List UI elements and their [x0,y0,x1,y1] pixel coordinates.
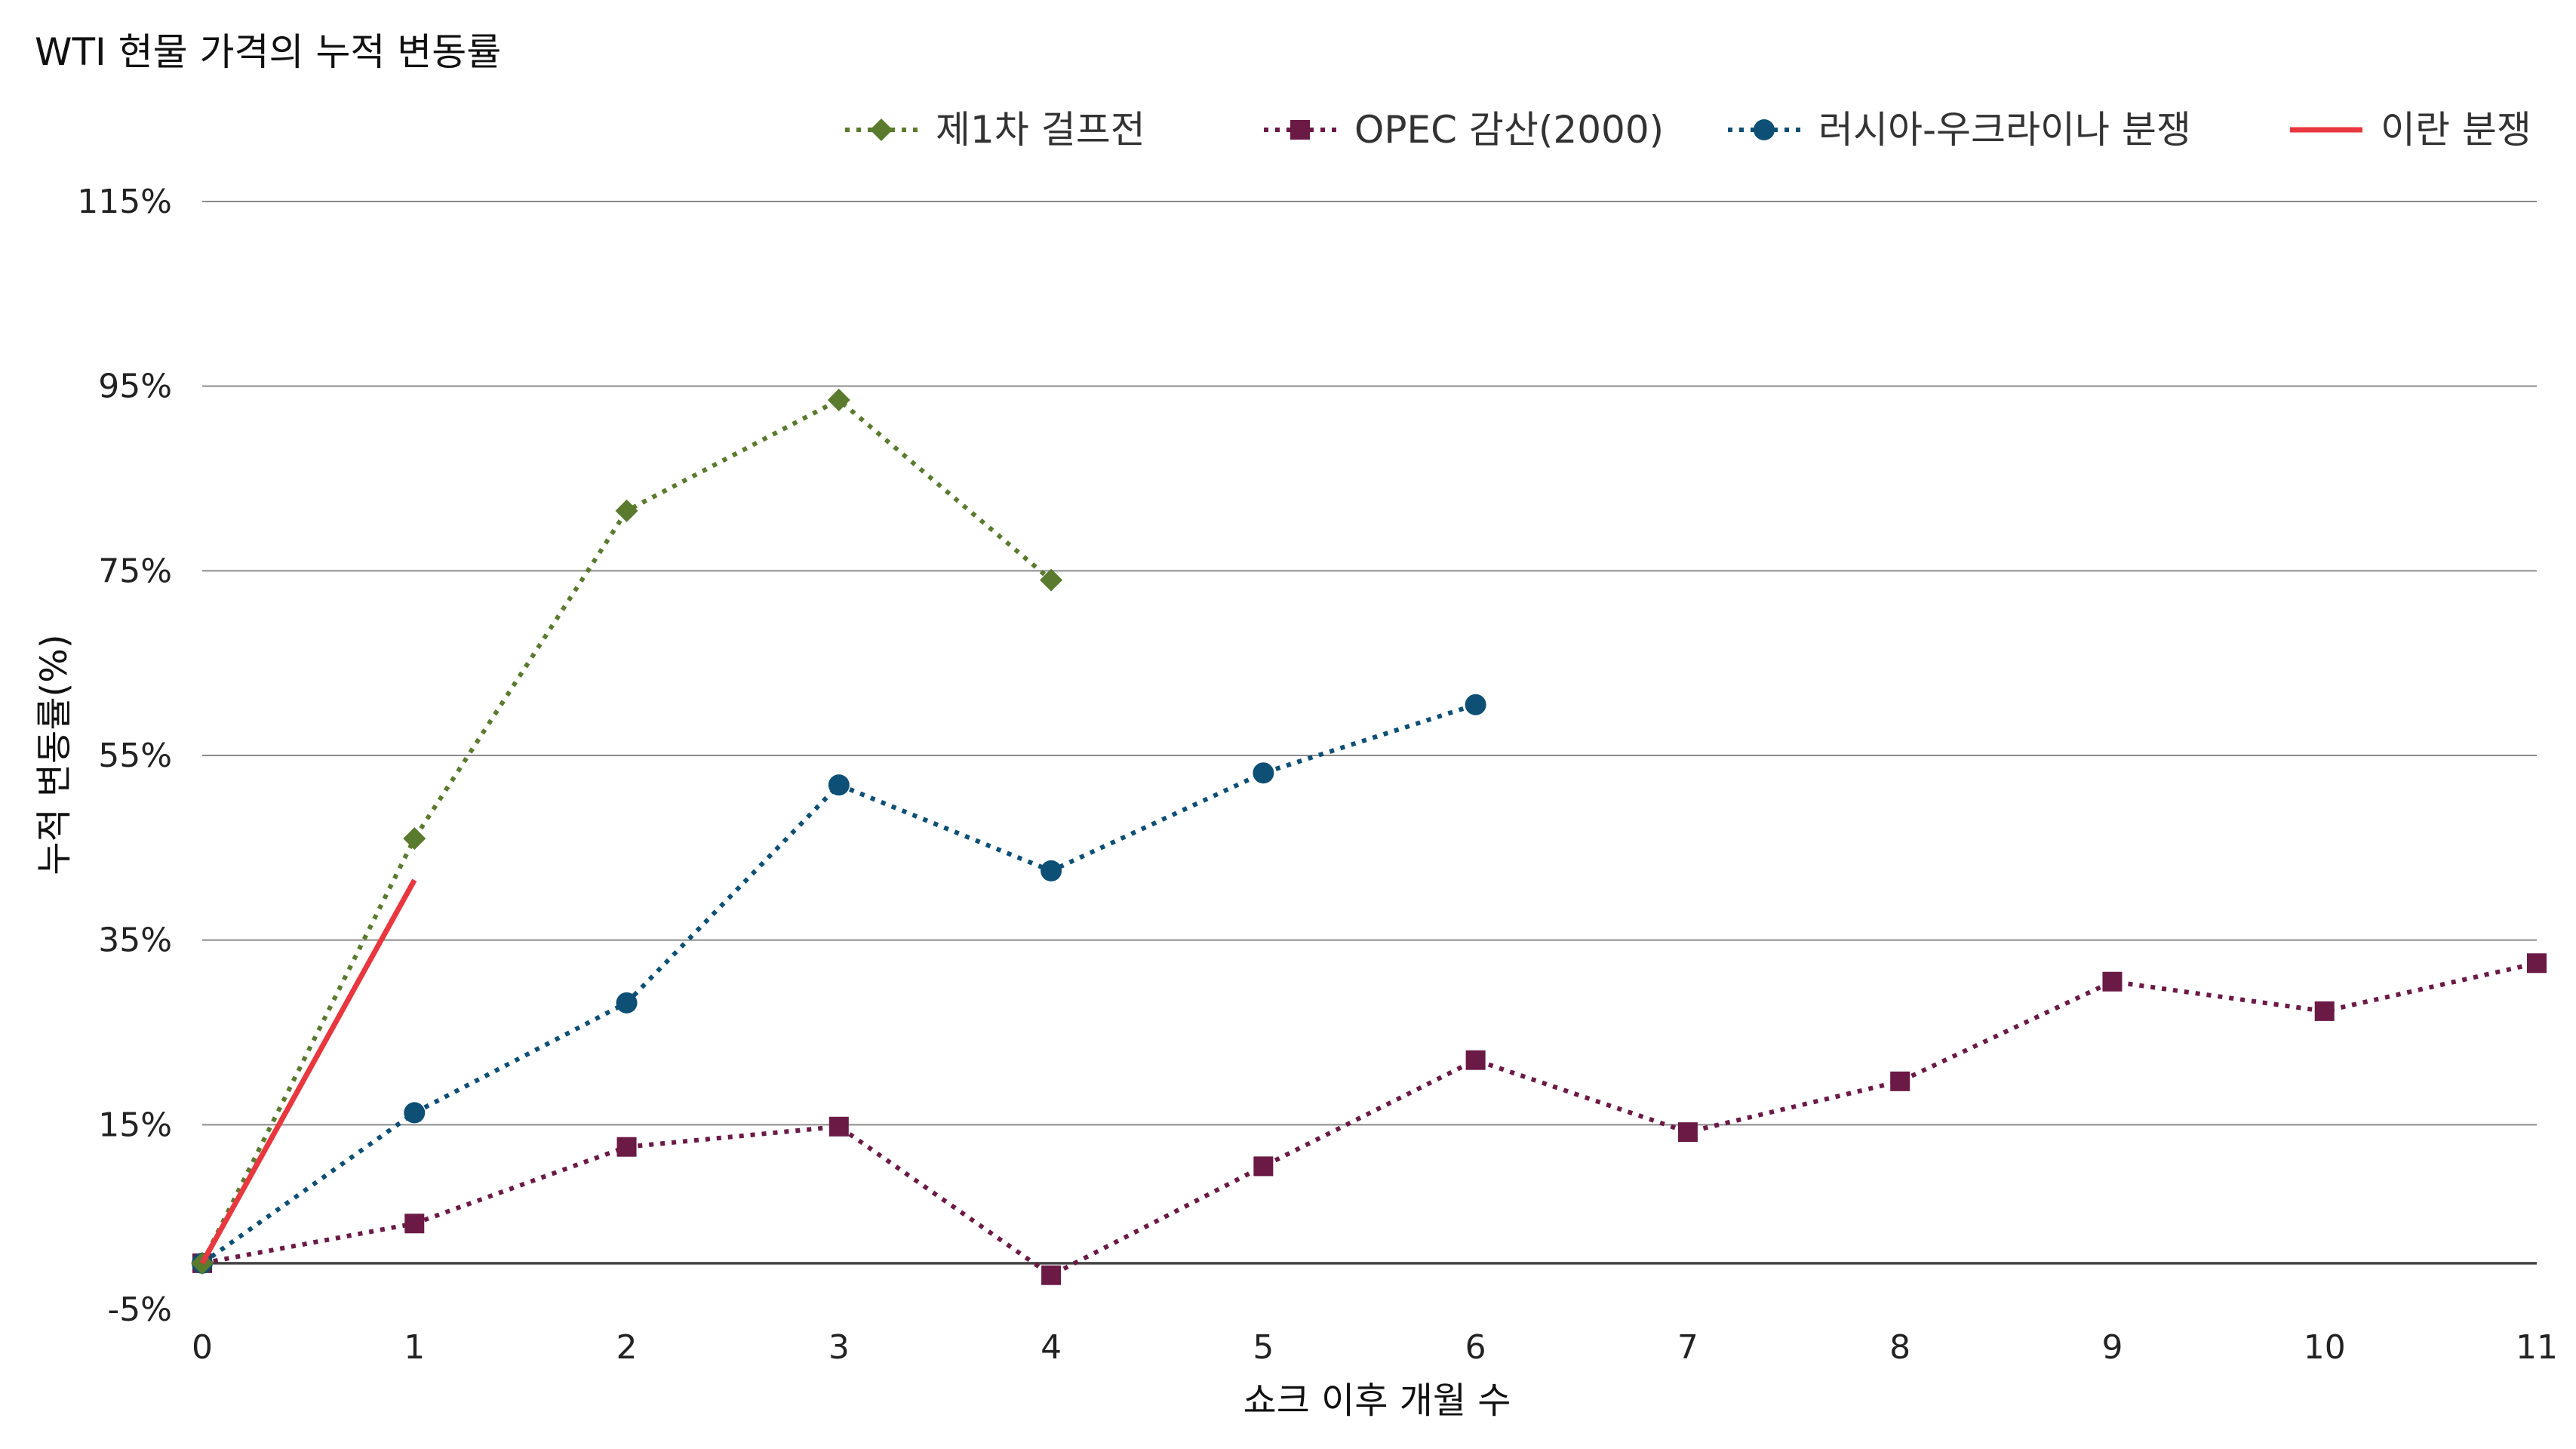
y-tick-label: 35% [98,921,172,960]
data-point [828,774,850,796]
x-tick-label: 5 [1253,1328,1274,1367]
x-tick-label: 0 [192,1328,213,1367]
data-point [403,827,426,851]
legend-label: 제1차 걸프전 [936,108,1145,152]
y-tick-label: 15% [98,1106,172,1144]
chart-title: WTI 현물 가격의 누적 변동률 [35,30,501,74]
legend-label: 러시아-우크라이나 분쟁 [1818,108,2191,152]
legend-item: 이란 분쟁 [2290,108,2531,152]
data-point [2527,953,2547,974]
x-tick-label: 8 [1889,1328,1910,1367]
legend-item: 제1차 걸프전 [845,108,1145,152]
x-tick-label: 4 [1041,1328,1062,1367]
data-point [2314,1001,2335,1021]
x-tick-label: 11 [2516,1328,2558,1367]
y-tick-label: 75% [98,552,172,590]
data-point [1253,762,1274,784]
data-point [616,992,638,1014]
data-point [1041,1265,1062,1285]
legend: 제1차 걸프전 OPEC 감산(2000) 러시아-우크라이나 분쟁 이란 분쟁 [845,108,2531,152]
data-point [1253,1156,1274,1177]
data-point [827,389,850,412]
legend-item: OPEC 감산(2000) [1264,108,1664,152]
data-point [828,1116,849,1137]
legend-marker [1754,119,1775,140]
data-point [615,499,638,522]
data-point [1677,1122,1698,1143]
legend-label: 이란 분쟁 [2381,108,2531,152]
series-line [200,398,1053,1265]
x-tick-label: 7 [1677,1328,1698,1367]
x-tick-label: 9 [2101,1328,2123,1367]
data-point [1040,568,1063,592]
x-tick-label: 1 [404,1328,425,1367]
data-point [1041,860,1062,881]
data-point [2102,971,2123,992]
data-point [1890,1071,1910,1091]
x-tick-labels: 0 1 2 3 4 5 6 7 8 9 10 11 [192,1328,2558,1367]
data-point [404,1214,425,1234]
data-point [404,1102,426,1124]
series-3 [199,878,417,1265]
y-tick-label: 115% [77,183,172,221]
data-point [616,1137,637,1157]
x-tick-label: 2 [616,1328,638,1367]
legend-marker [1290,120,1310,140]
y-tick-labels: -5% 15% 35% 55% 75% 95% 115% [77,183,172,1329]
series-line [201,961,2538,1278]
legend-item: 러시아-우크라이나 분쟁 [1728,108,2191,152]
legend-label: OPEC 감산(2000) [1354,108,1664,152]
series-1 [192,953,2547,1285]
legend-marker [870,118,893,141]
x-tick-label: 3 [828,1328,850,1367]
y-axis-label: 누적 변동률(%) [33,634,75,875]
series-layer [191,389,2547,1285]
y-tick-label: 95% [98,368,172,406]
y-tick-label: 55% [98,737,172,775]
x-axis-label: 쇼크 이후 개월 수 [1243,1380,1511,1422]
gridlines [202,201,2537,1265]
series-line [199,878,417,1265]
series-2 [192,694,1486,1274]
x-tick-label: 10 [2304,1328,2346,1367]
x-tick-label: 6 [1465,1328,1486,1367]
y-tick-label: -5% [107,1291,172,1329]
data-point [1465,1050,1486,1070]
data-point [1465,694,1486,715]
